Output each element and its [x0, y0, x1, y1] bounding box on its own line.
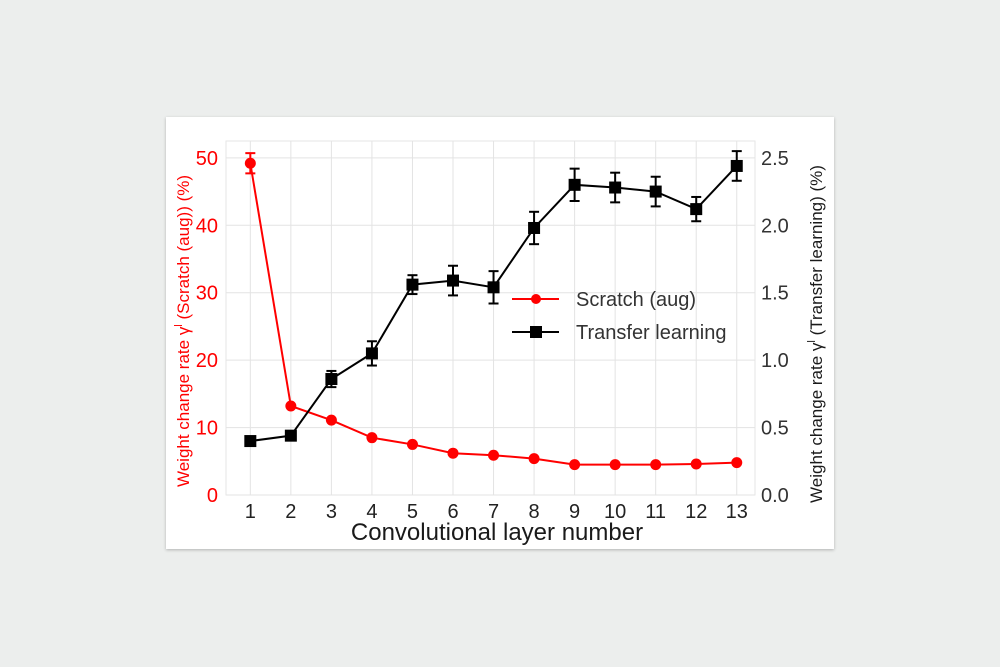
y-right-tick-label: 1.5 — [761, 283, 789, 305]
data-point — [609, 181, 622, 194]
legend-transfer-marker — [530, 326, 542, 338]
y-left-tick-label: 10 — [196, 418, 218, 440]
data-point — [487, 281, 500, 294]
data-point — [406, 278, 419, 291]
data-point — [447, 274, 460, 287]
y-left-label-part1: Weight change rate γ — [174, 326, 193, 487]
y-left-tick-label: 50 — [196, 148, 218, 170]
data-point — [285, 400, 297, 412]
data-point — [649, 185, 662, 198]
data-point — [528, 453, 540, 465]
data-point — [244, 435, 257, 448]
y-right-tick-label: 0.0 — [761, 485, 789, 507]
x-tick-label: 10 — [604, 501, 626, 523]
data-point — [609, 459, 621, 471]
x-tick-label: 2 — [285, 501, 296, 523]
y-right-label-part2: (Transfer learning) (%) — [807, 165, 826, 340]
data-point — [284, 429, 297, 442]
x-tick-label: 8 — [529, 501, 540, 523]
series-scratch-aug — [244, 152, 743, 471]
x-tick-label: 5 — [407, 501, 418, 523]
data-point — [365, 347, 378, 360]
y-left-tick-label: 30 — [196, 283, 218, 305]
y-left-label-part2: (Scratch (aug)) (%) — [174, 175, 193, 324]
y-right-tick-label: 2.5 — [761, 148, 789, 170]
data-point — [690, 203, 703, 216]
series-transfer-learning — [244, 150, 743, 448]
data-point — [244, 157, 256, 169]
x-tick-label: 11 — [645, 501, 666, 523]
y-right-tick-label: 1.0 — [761, 350, 789, 372]
legend-scratch-marker — [531, 294, 541, 304]
data-point — [730, 159, 743, 172]
data-point — [731, 457, 743, 469]
x-tick-label: 12 — [685, 501, 707, 523]
y-left-tick-label: 40 — [196, 215, 218, 237]
y-axis-right: 0.0 0.5 1.0 1.5 2.0 2.5 — [761, 148, 789, 507]
data-point — [406, 438, 418, 450]
y-axis-left: 0 10 20 30 40 50 — [196, 148, 218, 507]
legend: Scratch (aug) Transfer learning — [512, 289, 726, 344]
x-tick-label: 9 — [569, 501, 580, 523]
x-tick-label: 1 — [245, 501, 256, 523]
data-point — [325, 414, 337, 426]
data-point — [568, 178, 581, 191]
x-axis-label: Convolutional layer number — [351, 519, 643, 546]
legend-transfer-label: Transfer learning — [576, 322, 726, 344]
legend-scratch-label: Scratch (aug) — [576, 289, 696, 311]
y-axis-right-label: Weight change rate γl (Transfer learning… — [806, 165, 826, 503]
x-tick-label: 4 — [366, 501, 377, 523]
data-point — [366, 432, 378, 444]
data-point — [569, 459, 581, 471]
data-point — [690, 458, 702, 470]
y-right-tick-label: 2.0 — [761, 215, 789, 237]
y-left-tick-label: 20 — [196, 350, 218, 372]
grid — [225, 140, 756, 496]
y-axis-left-label: Weight change rate γl (Scratch (aug)) (%… — [173, 175, 193, 487]
x-tick-label: 7 — [488, 501, 499, 523]
x-tick-label: 6 — [447, 501, 458, 523]
plot-area — [225, 140, 756, 496]
series-layer — [244, 150, 743, 471]
y-left-tick-label: 0 — [207, 485, 218, 507]
data-point — [650, 459, 662, 471]
y-left-label-superscript: l — [173, 324, 185, 326]
y-right-label-superscript: l — [806, 340, 818, 342]
y-right-tick-label: 0.5 — [761, 418, 789, 440]
data-point — [488, 449, 500, 461]
data-point — [325, 373, 338, 386]
data-point — [447, 447, 459, 459]
x-tick-label: 13 — [726, 501, 748, 523]
data-point — [528, 221, 541, 234]
x-axis: 1 2 3 4 5 6 7 8 9 10 11 12 13 — [245, 501, 748, 523]
x-tick-label: 3 — [326, 501, 337, 523]
y-right-label-part1: Weight change rate γ — [807, 342, 826, 503]
